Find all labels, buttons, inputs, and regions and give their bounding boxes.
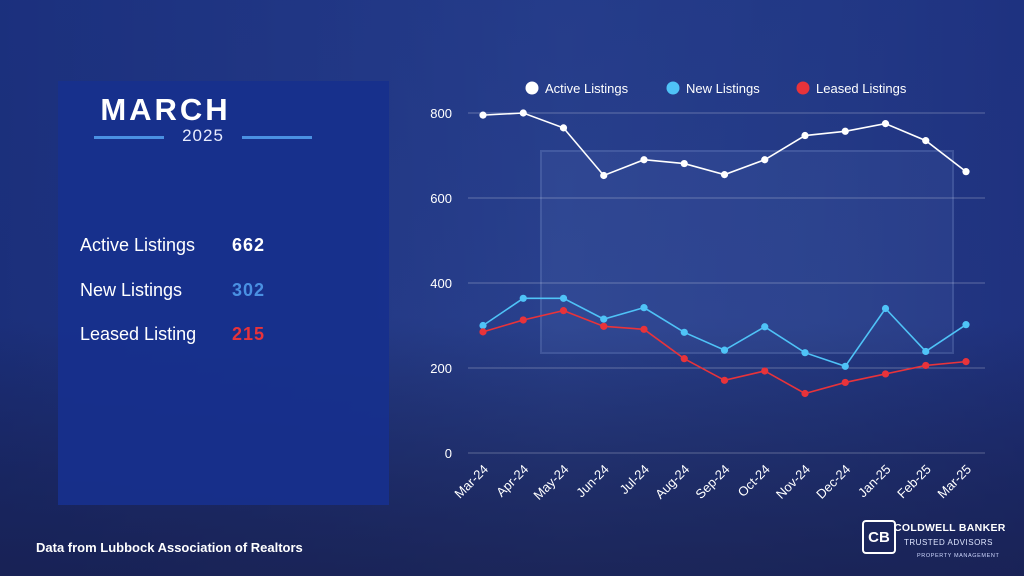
legend-marker — [525, 81, 539, 95]
data-point — [559, 294, 568, 302]
year-divider-right — [242, 136, 312, 139]
logo-mark: CB — [862, 520, 896, 554]
data-point — [841, 127, 849, 135]
data-point — [881, 304, 890, 313]
data-point — [519, 294, 527, 302]
data-point — [680, 159, 688, 168]
legend-label: Active Listings — [545, 81, 629, 96]
data-point — [922, 137, 930, 145]
data-point — [559, 124, 568, 132]
x-tick-label: Nov-24 — [773, 462, 813, 502]
data-point — [801, 131, 809, 140]
data-point — [680, 355, 688, 363]
legend-marker — [666, 81, 680, 95]
series-line — [482, 112, 967, 177]
x-tick-label: Aug-24 — [652, 462, 692, 502]
series-new-listings — [479, 294, 970, 370]
coldwell-banker-logo: CB COLDWELL BANKER TRUSTED ADVISORS PROP… — [862, 520, 1005, 566]
year-row: 2025 — [94, 126, 312, 150]
x-tick-label: Jul-24 — [616, 462, 652, 498]
data-point — [640, 325, 648, 333]
stat-label-new: New Listings — [80, 280, 183, 300]
data-point — [519, 109, 527, 117]
stat-value-active: 662 — [232, 235, 266, 255]
data-point — [922, 347, 930, 356]
y-tick-label: 200 — [430, 361, 452, 376]
data-point — [600, 322, 608, 330]
stat-label-leased: Leased Listing — [80, 324, 197, 344]
data-point — [761, 156, 769, 164]
legend-layer: Active Listings New Listings Leased Listin… — [525, 81, 907, 96]
data-point — [640, 156, 648, 164]
source-note: Data from Lubbock Association of Realtor… — [36, 540, 303, 555]
data-point — [801, 389, 809, 398]
x-tick-label: Mar-25 — [934, 462, 974, 502]
x-tick-label: Apr-24 — [493, 462, 531, 500]
data-point — [841, 378, 849, 387]
legend-label: Leased Listings — [816, 81, 907, 96]
data-point — [962, 321, 970, 329]
data-point — [761, 323, 769, 331]
series-layer — [479, 109, 970, 398]
y-tick-label: 800 — [430, 106, 452, 121]
logo-subtitle-2: PROPERTY MANAGEMENT — [917, 553, 1000, 559]
data-point — [519, 316, 527, 324]
series-active-listings — [479, 109, 970, 180]
y-tick-label: 0 — [445, 446, 452, 461]
y-tick-label: 400 — [430, 276, 452, 291]
data-point — [801, 349, 809, 357]
summary-panel — [58, 81, 389, 505]
x-tick-label: Jan-25 — [855, 462, 894, 501]
data-point — [680, 328, 688, 336]
data-point — [962, 358, 970, 366]
x-tick-label: Jun-24 — [573, 462, 612, 501]
logo-subtitle: TRUSTED ADVISORS — [904, 538, 993, 547]
y-tick-label: 600 — [430, 191, 452, 206]
year-divider-left — [94, 136, 164, 139]
year-label: 2025 — [182, 126, 224, 145]
x-tick-label: Feb-25 — [894, 462, 934, 502]
data-point — [720, 346, 729, 354]
data-point — [841, 362, 849, 370]
stat-value-new: 302 — [232, 280, 266, 300]
data-point — [600, 315, 608, 323]
stat-value-leased: 215 — [232, 324, 266, 344]
x-tick-label: Dec-24 — [813, 462, 853, 502]
legend-label: New Listings — [686, 81, 760, 96]
logo-name: COLDWELL BANKER — [894, 522, 1006, 534]
data-point — [479, 321, 487, 330]
data-point — [479, 111, 487, 119]
series-leased-listings — [479, 307, 970, 398]
grid-layer — [468, 112, 985, 454]
data-point — [720, 376, 729, 384]
data-point — [640, 304, 648, 312]
series-line — [482, 297, 967, 368]
x-tick-label: Mar-24 — [451, 462, 491, 502]
data-point — [962, 168, 970, 176]
data-point — [922, 361, 930, 370]
data-point — [720, 171, 729, 179]
data-point — [479, 328, 487, 336]
x-tick-label: Sep-24 — [692, 462, 732, 502]
data-point — [559, 307, 568, 315]
legend-marker — [796, 81, 810, 95]
data-point — [600, 171, 608, 180]
data-point — [761, 367, 769, 375]
stat-label-active: Active Listings — [80, 235, 196, 255]
x-tick-label: May-24 — [530, 462, 571, 503]
x-tick-label: Oct-24 — [735, 462, 773, 500]
month-title: MARCH — [100, 92, 231, 127]
y-tick-layer: 0 200 400 600 800 — [430, 106, 452, 461]
data-point — [881, 370, 890, 378]
data-point — [881, 120, 890, 128]
